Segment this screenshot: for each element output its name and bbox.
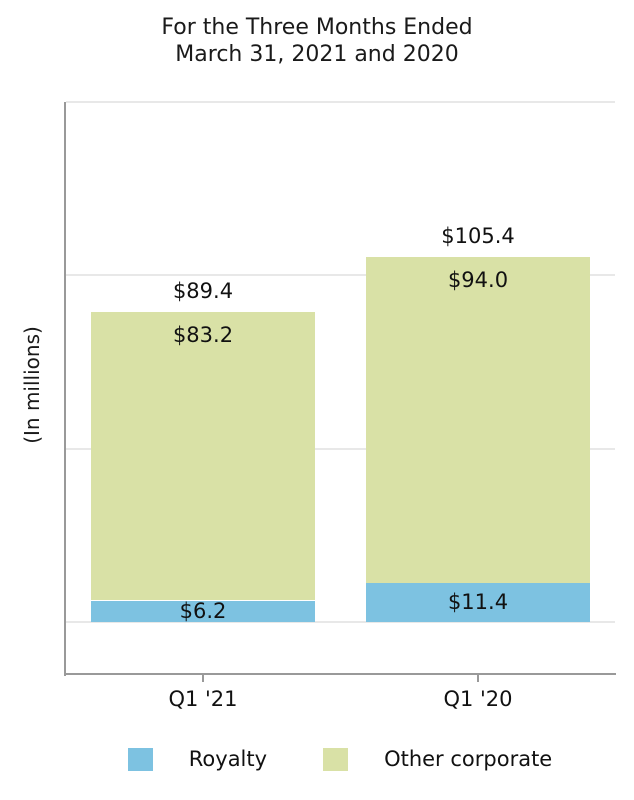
segment-value-label: $6.2 — [179, 599, 227, 623]
legend-label-royalty: Royalty — [188, 747, 268, 771]
total-value-label: $89.4 — [172, 279, 234, 303]
gridline — [66, 621, 615, 623]
gridline — [66, 101, 615, 103]
x-tick-label: Q1 '21 — [168, 687, 238, 711]
y-axis-line — [64, 102, 66, 676]
legend-item-royalty: Royalty — [127, 747, 268, 771]
chart-title-line1: For the Three Months Ended — [161, 15, 473, 40]
total-value-label: $105.4 — [441, 224, 515, 248]
gridline — [66, 448, 615, 450]
segment-value-label: $94.0 — [447, 268, 509, 292]
legend-label-other-corporate: Other corporate — [384, 747, 553, 771]
bar-segment-royalty — [91, 601, 315, 622]
segment-value-label: $83.2 — [172, 323, 234, 347]
bar-segment-royalty — [366, 582, 590, 622]
segment-value-label: $11.4 — [447, 590, 509, 614]
bar-segment-other-corporate — [91, 312, 315, 600]
chart-title-line2: March 31, 2021 and 2020 — [175, 42, 459, 67]
x-tick-label: Q1 '20 — [443, 687, 513, 711]
legend-item-other-corporate: Other corporate — [323, 747, 552, 771]
x-tick — [202, 674, 204, 682]
bar-segment-other-corporate — [366, 257, 590, 583]
x-axis-line — [64, 673, 616, 675]
legend: Royalty Other corporate — [65, 743, 615, 775]
legend-swatch-other-corporate — [323, 747, 349, 771]
legend-swatch-royalty — [127, 747, 153, 771]
gridline — [66, 274, 615, 276]
x-tick — [477, 674, 479, 682]
